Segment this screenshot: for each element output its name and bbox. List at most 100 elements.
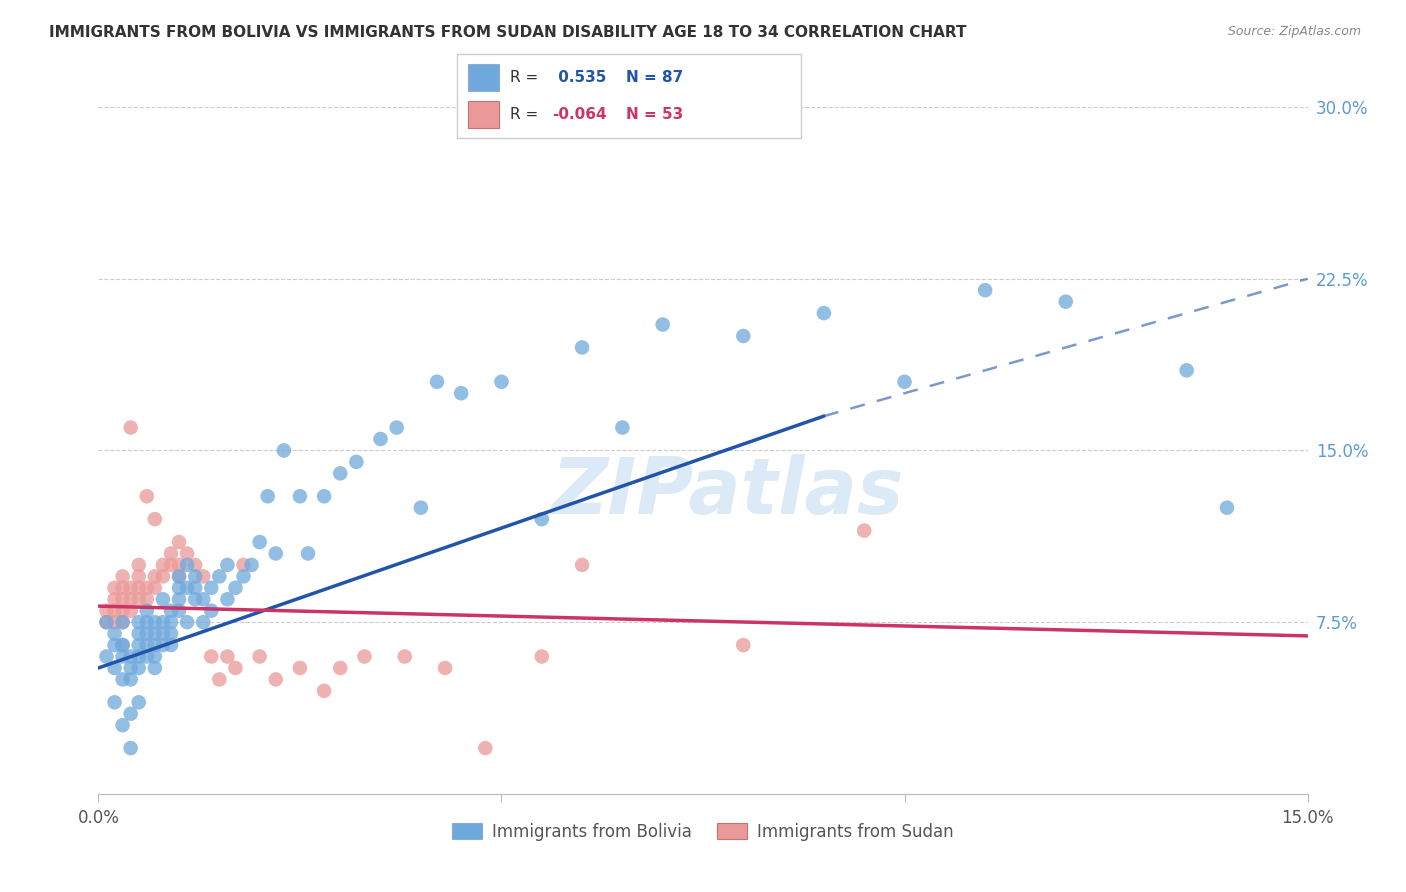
Point — [426, 375, 449, 389]
Point — [1175, 363, 1198, 377]
Point — [135, 581, 157, 595]
Point — [152, 638, 174, 652]
Point — [143, 569, 166, 583]
Point — [176, 546, 198, 561]
Point — [217, 558, 239, 572]
Point — [385, 420, 408, 434]
Point — [111, 673, 134, 687]
Point — [152, 558, 174, 572]
Point — [135, 626, 157, 640]
Point — [612, 420, 634, 434]
Point — [224, 661, 246, 675]
Point — [152, 592, 174, 607]
Point — [193, 615, 215, 630]
Point — [167, 558, 190, 572]
Point — [128, 695, 150, 709]
Point — [135, 649, 157, 664]
Point — [111, 638, 134, 652]
Legend: Immigrants from Bolivia, Immigrants from Sudan: Immigrants from Bolivia, Immigrants from… — [446, 816, 960, 847]
Point — [394, 649, 416, 664]
Point — [103, 615, 125, 630]
Point — [152, 615, 174, 630]
Point — [571, 340, 593, 354]
Point — [813, 306, 835, 320]
Point — [111, 718, 134, 732]
Point — [111, 604, 134, 618]
Point — [200, 649, 222, 664]
Point — [288, 489, 311, 503]
Point — [264, 673, 287, 687]
Point — [974, 283, 997, 297]
Point — [651, 318, 673, 332]
Point — [103, 604, 125, 618]
Point — [232, 558, 254, 572]
Point — [128, 661, 150, 675]
Point — [96, 649, 118, 664]
Point — [249, 649, 271, 664]
Point — [111, 592, 134, 607]
Point — [120, 741, 142, 756]
Point — [160, 615, 183, 630]
Point — [249, 535, 271, 549]
Point — [530, 512, 553, 526]
Point — [240, 558, 263, 572]
Point — [297, 546, 319, 561]
Point — [160, 626, 183, 640]
Point — [370, 432, 392, 446]
Point — [135, 638, 157, 652]
Point — [120, 706, 142, 721]
Point — [329, 661, 352, 675]
Point — [152, 626, 174, 640]
Point — [288, 661, 311, 675]
Point — [232, 569, 254, 583]
Point — [135, 604, 157, 618]
Point — [184, 581, 207, 595]
Point — [135, 489, 157, 503]
Point — [167, 592, 190, 607]
Point — [120, 420, 142, 434]
Point — [120, 604, 142, 618]
Point — [111, 581, 134, 595]
Point — [314, 683, 336, 698]
Point — [344, 455, 367, 469]
Point — [474, 741, 496, 756]
Point — [103, 581, 125, 595]
Point — [353, 649, 375, 664]
Point — [103, 695, 125, 709]
Point — [571, 558, 593, 572]
Point — [167, 581, 190, 595]
Point — [491, 375, 513, 389]
Point — [160, 558, 183, 572]
Point — [184, 569, 207, 583]
Point — [193, 569, 215, 583]
Point — [224, 581, 246, 595]
Point — [128, 558, 150, 572]
Point — [200, 581, 222, 595]
Point — [120, 649, 142, 664]
Point — [143, 649, 166, 664]
Point — [733, 329, 755, 343]
Text: 0.535: 0.535 — [553, 70, 606, 85]
Point — [96, 615, 118, 630]
Point — [167, 569, 190, 583]
Point — [143, 581, 166, 595]
Text: Source: ZipAtlas.com: Source: ZipAtlas.com — [1227, 25, 1361, 38]
Text: R =: R = — [510, 107, 544, 122]
Point — [273, 443, 295, 458]
Point — [135, 615, 157, 630]
Point — [128, 626, 150, 640]
Point — [128, 638, 150, 652]
Point — [128, 649, 150, 664]
Point — [128, 592, 150, 607]
Point — [450, 386, 472, 401]
Point — [184, 558, 207, 572]
Point — [176, 581, 198, 595]
Point — [128, 581, 150, 595]
Point — [1054, 294, 1077, 309]
Point — [530, 649, 553, 664]
Point — [208, 673, 231, 687]
Point — [143, 638, 166, 652]
Point — [167, 535, 190, 549]
Point — [256, 489, 278, 503]
Point — [96, 604, 118, 618]
